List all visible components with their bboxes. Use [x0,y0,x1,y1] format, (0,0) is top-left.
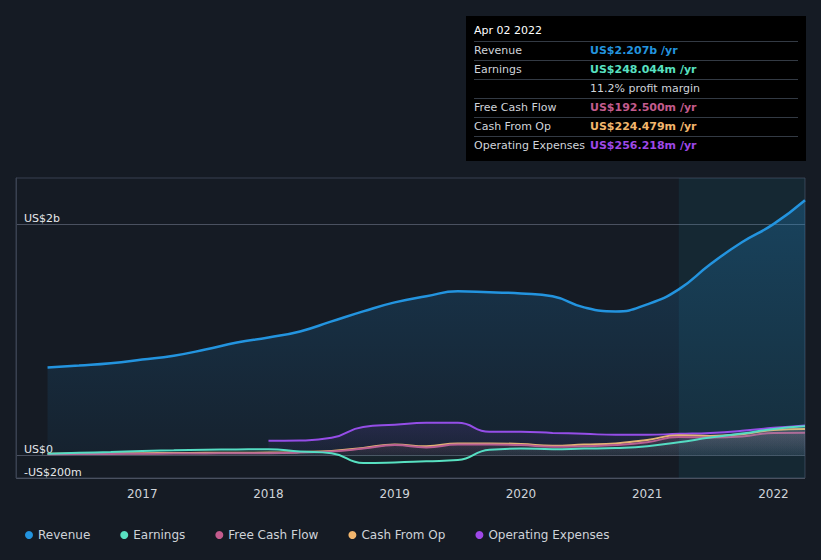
html-text:Apr 02 2022: Apr 02 2022 [474,24,542,37]
html-text:US$256.218m /yr: US$256.218m /yr [590,139,697,152]
html-text:Cash From Op: Cash From Op [474,120,551,133]
html-text:US$224.479m /yr: US$224.479m /yr [590,120,697,133]
svg-text:Cash From Op: Cash From Op [361,528,445,542]
html-text:Revenue: Revenue [474,44,522,57]
html-text:Earnings: Earnings [474,63,522,76]
svg-text:Revenue: Revenue [38,528,90,542]
svg-text:US$0: US$0 [24,442,53,456]
html-text:Free Cash Flow: Free Cash Flow [474,101,557,114]
svg-text:Operating Expenses: Operating Expenses [488,528,609,542]
svg-text:2019: 2019 [379,487,410,501]
svg-text:2022: 2022 [758,487,789,501]
svg-text:2017: 2017 [127,487,158,501]
svg-text:Earnings: Earnings [133,528,185,542]
html-text:11.2% profit margin: 11.2% profit margin [590,82,700,95]
html-text:US$248.044m /yr: US$248.044m /yr [590,63,697,76]
svg-text:-US$200m: -US$200m [24,466,82,479]
html-text:US$192.500m /yr: US$192.500m /yr [590,101,697,114]
svg-text:2021: 2021 [632,487,663,501]
html-text:US$2.207b /yr: US$2.207b /yr [590,44,678,57]
svg-text:2018: 2018 [253,487,284,501]
svg-text:US$2b: US$2b [24,212,60,225]
html-text:Operating Expenses: Operating Expenses [474,139,585,152]
svg-text:Free Cash Flow: Free Cash Flow [228,528,318,542]
svg-text:2020: 2020 [506,487,537,501]
